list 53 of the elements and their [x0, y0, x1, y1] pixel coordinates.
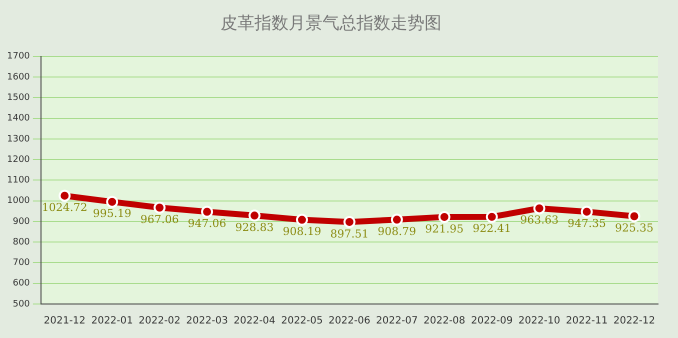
y-tick-label: 1000: [7, 196, 30, 206]
data-label: 908.79: [378, 225, 416, 238]
y-tick-label: 500: [12, 299, 30, 310]
point: [486, 210, 498, 223]
point: [580, 206, 593, 218]
y-tick-label: 1700: [7, 52, 30, 62]
data-label: 947.06: [188, 217, 226, 230]
data-label: 908.19: [282, 225, 322, 238]
y-tick-label: 1200: [7, 154, 30, 165]
y-tick-label: 1100: [7, 176, 30, 186]
point: [438, 210, 450, 223]
data-label: 922.41: [472, 222, 512, 236]
x-tick-label: 2022-05: [281, 316, 323, 327]
x-tick-label: 2022-02: [138, 316, 180, 327]
x-tick-label: 2021-12: [44, 316, 86, 327]
x-tick-label: 2022-10: [518, 316, 560, 327]
x-tick-label: 2022-06: [328, 316, 370, 327]
data-label: 897.51: [330, 227, 369, 240]
y-tick-label: 600: [12, 278, 30, 289]
y-tick-label: 900: [12, 216, 30, 227]
y-tick-label: 800: [12, 237, 30, 248]
x-tick-label: 2022-07: [376, 316, 418, 327]
chart-title: 皮革指数月景气总指数走势图: [220, 14, 442, 34]
x-tick-label: 2022-11: [566, 316, 608, 327]
point: [58, 190, 71, 202]
data-label: 963.63: [520, 214, 559, 227]
point: [533, 202, 546, 214]
x-tick-label: 2022-12: [613, 316, 656, 327]
x-tick-label: 2022-03: [186, 316, 228, 327]
data-label: 928.83: [235, 220, 274, 234]
point: [296, 214, 308, 226]
point: [248, 210, 261, 222]
data-label: 1024.72: [42, 201, 88, 214]
x-tick-label: 2022-04: [234, 316, 276, 327]
y-tick-label: 1500: [7, 93, 30, 104]
point: [390, 214, 403, 226]
x-tick-label: 2022-01: [91, 316, 134, 327]
point: [628, 210, 640, 222]
y-tick-label: 1300: [7, 134, 30, 144]
x-tick-label: 2022-09: [470, 316, 513, 327]
point: [201, 206, 214, 218]
point: [154, 202, 166, 214]
point: [343, 216, 356, 228]
x-tick-label: 2022-08: [423, 316, 466, 327]
data-label: 947.35: [568, 217, 606, 230]
data-label: 925.35: [615, 222, 654, 235]
y-tick-label: 700: [12, 258, 30, 268]
point: [106, 196, 118, 208]
data-label: 967.06: [140, 212, 179, 226]
y-tick-label: 1600: [7, 72, 30, 82]
y-tick-label: 1400: [7, 114, 30, 124]
data-label: 995.19: [92, 207, 132, 220]
data-label: 921.95: [425, 222, 464, 236]
